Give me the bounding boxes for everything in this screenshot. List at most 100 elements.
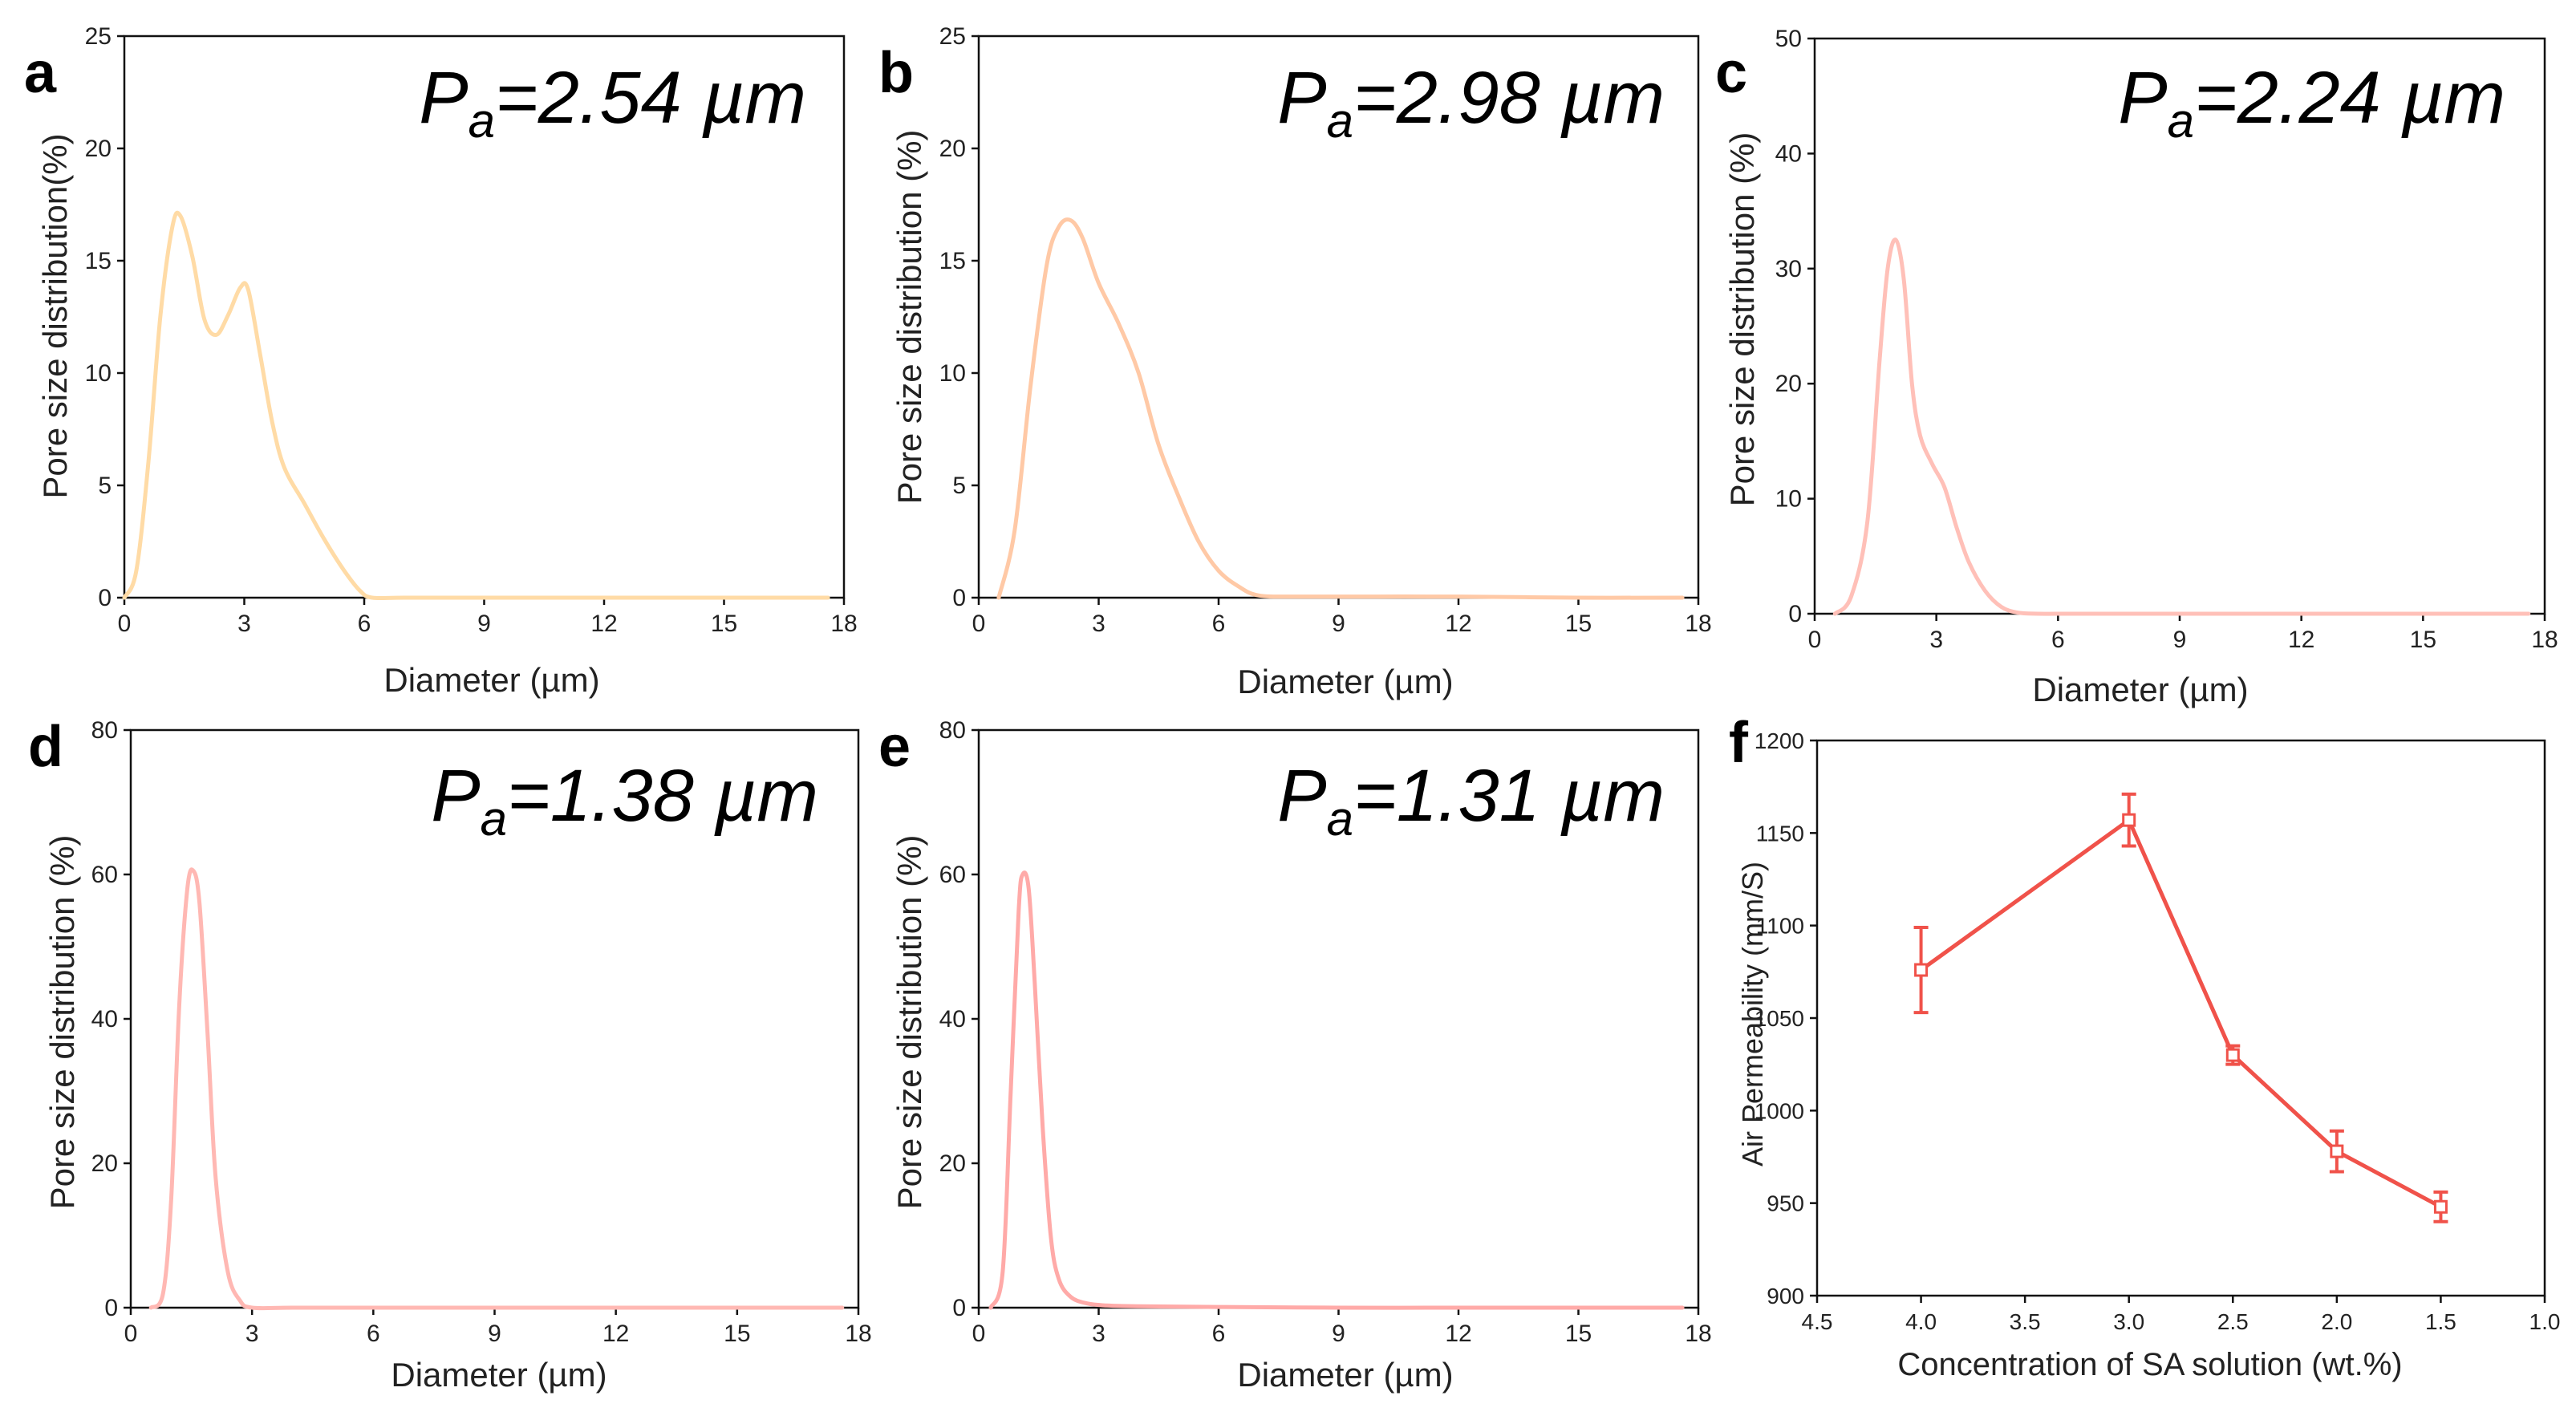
x-tick-label: 3.0 bbox=[2113, 1309, 2144, 1334]
x-tick-label: 4.5 bbox=[1802, 1309, 1833, 1334]
y-tick-label: 50 bbox=[1775, 26, 1802, 52]
x-tick-label: 4.0 bbox=[1905, 1309, 1937, 1334]
x-tick-label: 1.5 bbox=[2425, 1309, 2456, 1334]
panel-f-xlabel: Concentration of SA solution (wt.%) bbox=[1897, 1347, 2402, 1382]
x-tick-label: 3 bbox=[1092, 1321, 1105, 1347]
y-tick-label: 15 bbox=[85, 248, 112, 274]
y-tick-label: 950 bbox=[1767, 1191, 1804, 1216]
y-tick-label: 1050 bbox=[1755, 1006, 1804, 1031]
y-tick-label: 20 bbox=[85, 136, 112, 162]
panel-d-ylabel: Pore size distribution (%) bbox=[43, 835, 81, 1210]
y-tick-label: 25 bbox=[939, 23, 966, 50]
y-tick-label: 0 bbox=[952, 585, 966, 611]
x-tick-label: 3 bbox=[1929, 627, 1943, 653]
annotation-main: P bbox=[1277, 755, 1326, 837]
data-point bbox=[2122, 813, 2136, 827]
y-tick-label: 20 bbox=[939, 136, 966, 162]
y-tick-label: 1200 bbox=[1755, 728, 1804, 753]
y-tick-label: 5 bbox=[952, 473, 966, 499]
y-tick-label: 1150 bbox=[1756, 821, 1804, 846]
x-tick-label: 15 bbox=[711, 611, 737, 637]
x-tick-label: 3 bbox=[1092, 611, 1105, 637]
series-line bbox=[122, 210, 830, 601]
x-tick-label: 18 bbox=[1685, 611, 1711, 637]
x-tick-label: 0 bbox=[972, 1321, 986, 1347]
y-tick-label: 60 bbox=[91, 862, 118, 888]
x-tick-label: 18 bbox=[845, 1321, 871, 1347]
annotation-main: P bbox=[431, 755, 480, 837]
panel-f-ylabel: Air Permeability (mm/S) bbox=[1736, 862, 1769, 1166]
x-tick-label: 3 bbox=[245, 1321, 259, 1347]
series-line bbox=[148, 867, 845, 1311]
panel-e-ylabel: Pore size distribution (%) bbox=[890, 835, 928, 1210]
annotation-value: =2.54 µm bbox=[495, 57, 806, 139]
x-tick-label: 0 bbox=[124, 1321, 138, 1347]
panel-e-xlabel: Diameter (µm) bbox=[1237, 1356, 1453, 1394]
x-tick-label: 15 bbox=[1565, 1321, 1592, 1347]
data-point bbox=[2330, 1144, 2344, 1158]
panel-a: a Pa=2.54 µm Diameter (µm) Pore size dis… bbox=[24, 23, 858, 699]
y-tick-label: 40 bbox=[91, 1006, 118, 1033]
annotation-value: =2.98 µm bbox=[1353, 57, 1665, 139]
x-tick-label: 0 bbox=[1808, 627, 1822, 653]
y-tick-label: 60 bbox=[939, 862, 966, 888]
y-tick-label: 10 bbox=[1775, 486, 1802, 513]
series-line bbox=[988, 870, 1685, 1310]
y-tick-label: 10 bbox=[939, 360, 966, 387]
panel-e-annotation: Pa=1.31 µm bbox=[1277, 755, 1665, 846]
data-point bbox=[2225, 1048, 2240, 1062]
annotation-value: =1.38 µm bbox=[507, 755, 818, 837]
x-tick-label: 2.0 bbox=[2321, 1309, 2352, 1334]
series-line bbox=[1920, 817, 2442, 1209]
annotation-sub: a bbox=[2168, 94, 2194, 148]
annotation-main: P bbox=[1277, 57, 1326, 139]
annotation-main: P bbox=[419, 57, 468, 139]
panel-b: b Pa=2.98 µm Diameter (µm) Pore size dis… bbox=[878, 23, 1712, 700]
panel-c-xlabel: Diameter (µm) bbox=[2032, 671, 2248, 708]
x-tick-label: 9 bbox=[2173, 627, 2187, 653]
x-tick-label: 6 bbox=[1212, 1321, 1226, 1347]
x-tick-label: 3 bbox=[237, 611, 251, 637]
x-tick-label: 12 bbox=[1445, 611, 1471, 637]
y-tick-label: 30 bbox=[1775, 256, 1802, 282]
y-tick-label: 900 bbox=[1767, 1284, 1804, 1308]
y-tick-label: 0 bbox=[104, 1295, 118, 1321]
y-tick-label: 40 bbox=[1775, 140, 1802, 167]
x-tick-label: 6 bbox=[2051, 627, 2065, 653]
x-tick-label: 9 bbox=[1332, 1321, 1345, 1347]
x-tick-label: 3.5 bbox=[2010, 1309, 2041, 1334]
data-point bbox=[2433, 1199, 2448, 1214]
x-tick-label: 15 bbox=[724, 1321, 750, 1347]
panel-f: f Concentration of SA solution (wt.%) Ai… bbox=[1729, 711, 2560, 1382]
x-tick-label: 12 bbox=[1445, 1321, 1471, 1347]
x-tick-label: 15 bbox=[1565, 611, 1592, 637]
annotation-sub: a bbox=[1327, 94, 1353, 148]
y-tick-label: 1100 bbox=[1756, 914, 1804, 939]
y-tick-label: 20 bbox=[939, 1150, 966, 1177]
y-tick-label: 0 bbox=[98, 585, 112, 611]
x-tick-label: 12 bbox=[590, 611, 617, 637]
y-tick-label: 25 bbox=[85, 23, 112, 50]
x-tick-label: 6 bbox=[1212, 611, 1226, 637]
y-tick-label: 1000 bbox=[1755, 1098, 1804, 1123]
panel-label-b: b bbox=[878, 41, 914, 105]
x-tick-label: 9 bbox=[1332, 611, 1345, 637]
y-tick-label: 40 bbox=[939, 1006, 966, 1033]
series-line bbox=[996, 217, 1685, 600]
series-line bbox=[1832, 237, 2531, 616]
x-tick-label: 12 bbox=[602, 1321, 629, 1347]
panel-b-ylabel: Pore size distribution (%) bbox=[890, 130, 928, 505]
annotation-main: P bbox=[2118, 57, 2167, 139]
annotation-sub: a bbox=[481, 792, 507, 846]
x-tick-label: 0 bbox=[972, 611, 986, 637]
y-tick-label: 15 bbox=[939, 248, 966, 274]
panel-label-c: c bbox=[1715, 41, 1747, 105]
y-tick-label: 10 bbox=[85, 360, 112, 387]
y-tick-label: 80 bbox=[939, 717, 966, 744]
panel-d-annotation: Pa=1.38 µm bbox=[431, 755, 818, 846]
x-tick-label: 9 bbox=[477, 611, 491, 637]
annotation-sub: a bbox=[1327, 792, 1353, 846]
x-tick-label: 15 bbox=[2410, 627, 2436, 653]
panel-label-a: a bbox=[24, 41, 57, 105]
